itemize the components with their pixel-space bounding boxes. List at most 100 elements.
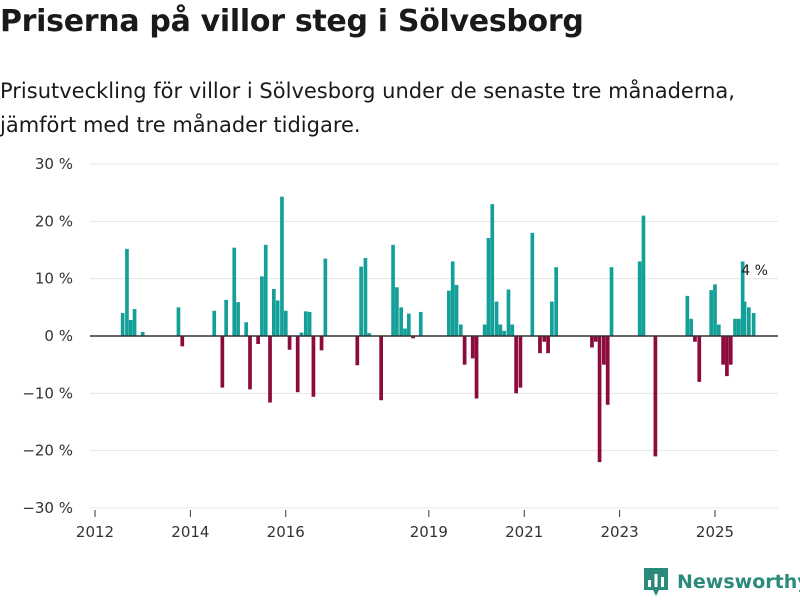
bars: [120, 196, 756, 463]
bar: [295, 336, 300, 393]
bar: [128, 319, 133, 336]
bar: [641, 215, 646, 336]
bar: [609, 267, 614, 336]
bar: [728, 336, 733, 365]
bar: [498, 324, 503, 336]
bar: [546, 336, 550, 354]
y-tick-label: 30 %: [35, 155, 73, 173]
bar: [283, 310, 288, 336]
bar: [447, 290, 451, 336]
chart-title: Priserna på villor steg i Sölvesborg: [0, 4, 584, 39]
bar: [355, 336, 360, 366]
bar: [319, 336, 324, 351]
bar: [605, 336, 610, 405]
x-tick-label: 2021: [505, 523, 543, 541]
bar: [244, 322, 249, 336]
bar: [307, 311, 312, 336]
axes: 30 % 20 % 10 % 0 % −10 % −20 % −30 %2012 2014 20…: [22, 155, 778, 541]
bar: [406, 313, 411, 336]
bar: [747, 307, 751, 336]
bar: [554, 267, 559, 336]
bar: [323, 258, 328, 336]
y-tick-label: 20 %: [35, 212, 73, 230]
bar: [275, 300, 280, 336]
bar: [593, 336, 598, 342]
bar: [212, 310, 217, 336]
bar: [685, 295, 690, 336]
newsworthy-logo-icon: [644, 568, 668, 596]
bar: [391, 244, 395, 336]
bar: [395, 287, 399, 336]
bar: [689, 318, 693, 336]
bar: [510, 324, 515, 336]
bar: [260, 276, 264, 336]
bar: [303, 311, 308, 336]
bar: [232, 247, 237, 336]
bar: [538, 336, 542, 354]
bar: [713, 284, 717, 336]
bar: [236, 302, 240, 336]
bar: [709, 290, 714, 336]
bar: [462, 336, 467, 365]
bar: [502, 330, 507, 336]
bar: [514, 336, 518, 394]
bar: [721, 336, 725, 365]
bar: [418, 311, 423, 336]
x-tick-label: 2025: [696, 523, 734, 541]
bar: [494, 301, 499, 336]
y-tick-label: 10 %: [35, 270, 73, 288]
bar: [506, 289, 511, 336]
bar: [120, 313, 125, 336]
bar: [363, 258, 368, 336]
brand-name: Newsworthy: [677, 571, 800, 593]
grid-lines: [90, 163, 778, 509]
bar: [403, 328, 407, 336]
bar: [399, 307, 404, 336]
bar: [486, 237, 491, 336]
bar: [693, 336, 697, 342]
bar: [474, 336, 479, 399]
bar: [751, 313, 756, 336]
x-tick-label: 2012: [76, 523, 114, 541]
value-annotation: 4 %: [741, 263, 768, 279]
bar: [470, 336, 475, 359]
y-tick-label: −30 %: [22, 499, 73, 517]
bar: [725, 336, 729, 377]
bar: [359, 266, 363, 336]
bar: [653, 336, 658, 457]
bar: [740, 261, 745, 336]
y-tick-label: 0 %: [44, 327, 73, 345]
bar: [597, 336, 602, 463]
bar: [733, 318, 737, 336]
bar: [637, 261, 642, 336]
brand-logo: Newsworthy: [644, 568, 800, 596]
y-tick-label: −10 %: [22, 384, 73, 402]
bar: [268, 336, 272, 403]
x-tick-label: 2014: [171, 523, 209, 541]
bar: [697, 336, 702, 382]
bar: [311, 336, 316, 397]
bar: [125, 248, 129, 336]
bar: [224, 299, 228, 336]
bar: [180, 336, 185, 347]
bar: [132, 309, 137, 336]
chart-subtitle: Prisutveckling för villor i Sölvesborg u…: [0, 79, 735, 137]
x-tick-label: 2019: [410, 523, 448, 541]
bar: [411, 336, 415, 339]
bar: [176, 307, 181, 336]
bar: [530, 232, 535, 336]
bar: [272, 288, 276, 336]
bar: [450, 261, 455, 336]
bar: [490, 204, 495, 336]
bar: [280, 196, 284, 336]
bar: [287, 336, 292, 350]
bar: [256, 336, 260, 345]
bar: [742, 301, 747, 336]
bar: [299, 332, 304, 336]
bar: [248, 336, 252, 390]
x-tick-label: 2016: [267, 523, 305, 541]
bar: [367, 333, 372, 336]
y-tick-label: −20 %: [22, 442, 73, 460]
bar: [458, 324, 463, 336]
